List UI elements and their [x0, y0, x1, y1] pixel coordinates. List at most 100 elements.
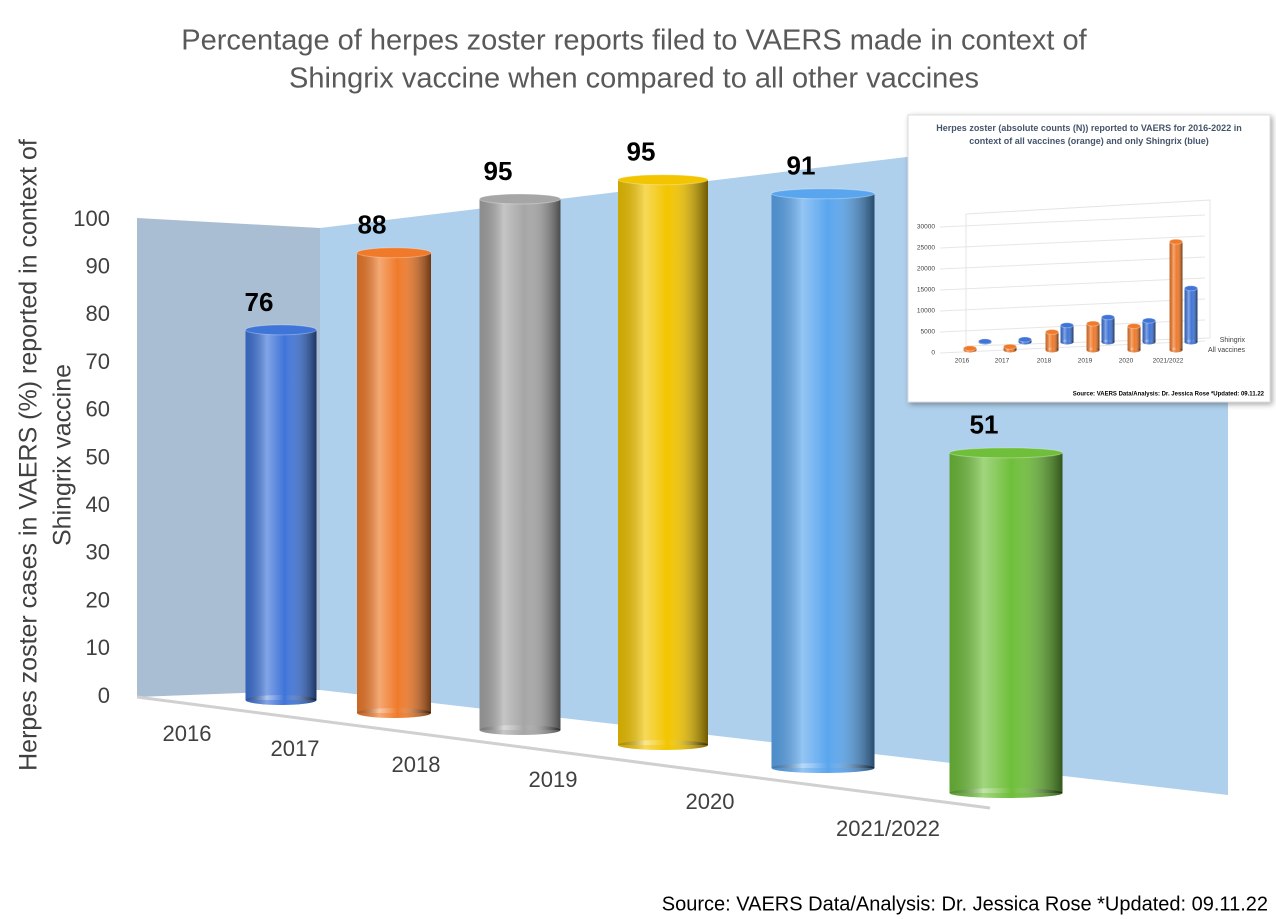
bar-shade [1060, 325, 1074, 342]
y-tick-label: 0 [98, 683, 110, 708]
inset-y-tick-label: 20000 [917, 266, 935, 273]
inset-x-tick-label: 2020 [1119, 358, 1134, 365]
inset-back-wall [965, 199, 1211, 347]
inset-x-tick-label: 2019 [1078, 358, 1093, 365]
bar-top [1086, 320, 1100, 327]
y-tick-label: 100 [73, 206, 110, 231]
bar-top [963, 345, 977, 352]
x-tick-label: 2017 [271, 736, 320, 761]
x-tick-label: 2018 [392, 752, 441, 777]
bar-top [1184, 285, 1198, 292]
inset-source: Source: VAERS Data/Analysis: Dr. Jessica… [1073, 392, 1265, 398]
bar-base-shade [1045, 347, 1059, 353]
inset-y-tick-label: 30000 [917, 224, 935, 231]
y-tick-label: 30 [86, 540, 110, 565]
bar-top [1045, 329, 1059, 335]
bar-shade [479, 198, 561, 730]
value-label: 95 [627, 137, 656, 167]
y-tick-label: 60 [86, 397, 110, 422]
inset-x-tick-label: 2016 [955, 358, 970, 365]
chart-title: Shingrix vaccine when compared to all ot… [289, 63, 979, 95]
bar-shade [771, 193, 875, 769]
y-tick-label: 40 [86, 492, 110, 517]
bar-shade [949, 452, 1063, 793]
inset-y-tick-label: 5000 [921, 329, 936, 336]
inset-legend-label: All vaccines [1208, 347, 1245, 354]
value-label: 76 [245, 287, 274, 317]
y-tick-label: 10 [86, 635, 110, 660]
bar-shade [1045, 332, 1059, 350]
inset-y-tick-label: 15000 [917, 287, 935, 294]
bar-base-shade [618, 740, 708, 750]
x-tick-label: 2019 [529, 767, 578, 792]
bar-base-shade [245, 695, 317, 705]
bar-shade [245, 329, 317, 700]
y-tick-label: 90 [86, 254, 110, 279]
x-tick-label: 2016 [163, 721, 212, 746]
bar-base-shade [1086, 347, 1100, 353]
bar-shade [1169, 241, 1183, 350]
inset-grid-line [939, 214, 1206, 228]
bar-top [1018, 336, 1032, 343]
y-tick-label: 70 [86, 349, 110, 374]
value-label: 51 [970, 410, 999, 440]
chart-title: Percentage of herpes zoster reports file… [181, 25, 1087, 57]
bar-top [356, 247, 432, 259]
value-label: 88 [358, 210, 387, 240]
bar-top [479, 193, 561, 205]
bar-shade [1142, 320, 1156, 342]
inset-legend-label: Shingrix [1220, 337, 1246, 344]
bar-top [949, 447, 1063, 459]
bar-base-shade [1142, 339, 1156, 345]
floor-edge [136, 695, 991, 810]
bar-top [1169, 238, 1183, 245]
bar-top [1101, 314, 1115, 321]
bar-top [245, 324, 317, 336]
value-label: 95 [484, 156, 513, 186]
x-tick-label: 2020 [686, 789, 735, 814]
inset-grid-line [939, 277, 1206, 291]
bar-base-shade [479, 725, 561, 735]
value-label: 91 [787, 151, 816, 181]
y-tick-label: 20 [86, 587, 110, 612]
inset-x-tick-label: 2021/2022 [1153, 358, 1184, 365]
inset-grid-line [939, 340, 1206, 354]
inset-x-tick-label: 2018 [1037, 358, 1052, 365]
bar-top [1127, 323, 1141, 330]
bar-shade [1127, 326, 1141, 350]
inset-grid-line [939, 235, 1206, 249]
y-axis-label: Shingrix vaccine [49, 364, 77, 546]
inset-grid-line [939, 298, 1206, 312]
x-tick-label: 2021/2022 [836, 816, 940, 841]
bar-top [1003, 343, 1017, 350]
source-note: Source: VAERS Data/Analysis: Dr. Jessica… [662, 893, 1268, 915]
bar-base-shade [1127, 347, 1141, 353]
bar-shade [618, 179, 708, 745]
bar-top [617, 174, 709, 186]
bar-shade [1101, 317, 1115, 342]
bar-top [978, 338, 992, 345]
inset-title: Herpes zoster (absolute counts (N)) repo… [936, 123, 1242, 146]
y-tick-label: 80 [86, 301, 110, 326]
inset-x-tick-label: 2017 [995, 358, 1010, 365]
y-axis-label: Herpes zoster cases in VAERS (%) reporte… [15, 139, 43, 771]
inset-y-tick-label: 0 [931, 350, 935, 357]
bar-top [771, 188, 875, 200]
bar-base-shade [1101, 339, 1115, 345]
bar-shade [357, 252, 431, 713]
bar-base-shade [357, 708, 431, 718]
inset-y-tick-label: 10000 [917, 308, 935, 315]
bar-base-shade [1184, 339, 1198, 345]
bar-top [1060, 322, 1074, 329]
bar-top [1142, 317, 1156, 324]
inset-title-box: Herpes zoster (absolute counts (N)) repo… [936, 123, 1242, 146]
inset-grid-line [939, 256, 1206, 270]
inset-y-tick-label: 25000 [917, 245, 935, 252]
bar-base-shade [771, 763, 875, 773]
bar-base-shade [1060, 339, 1074, 345]
bar-shade [1184, 288, 1198, 342]
y-tick-label: 50 [86, 444, 110, 469]
bar-shade [1086, 323, 1100, 350]
bar-base-shade [949, 788, 1063, 798]
